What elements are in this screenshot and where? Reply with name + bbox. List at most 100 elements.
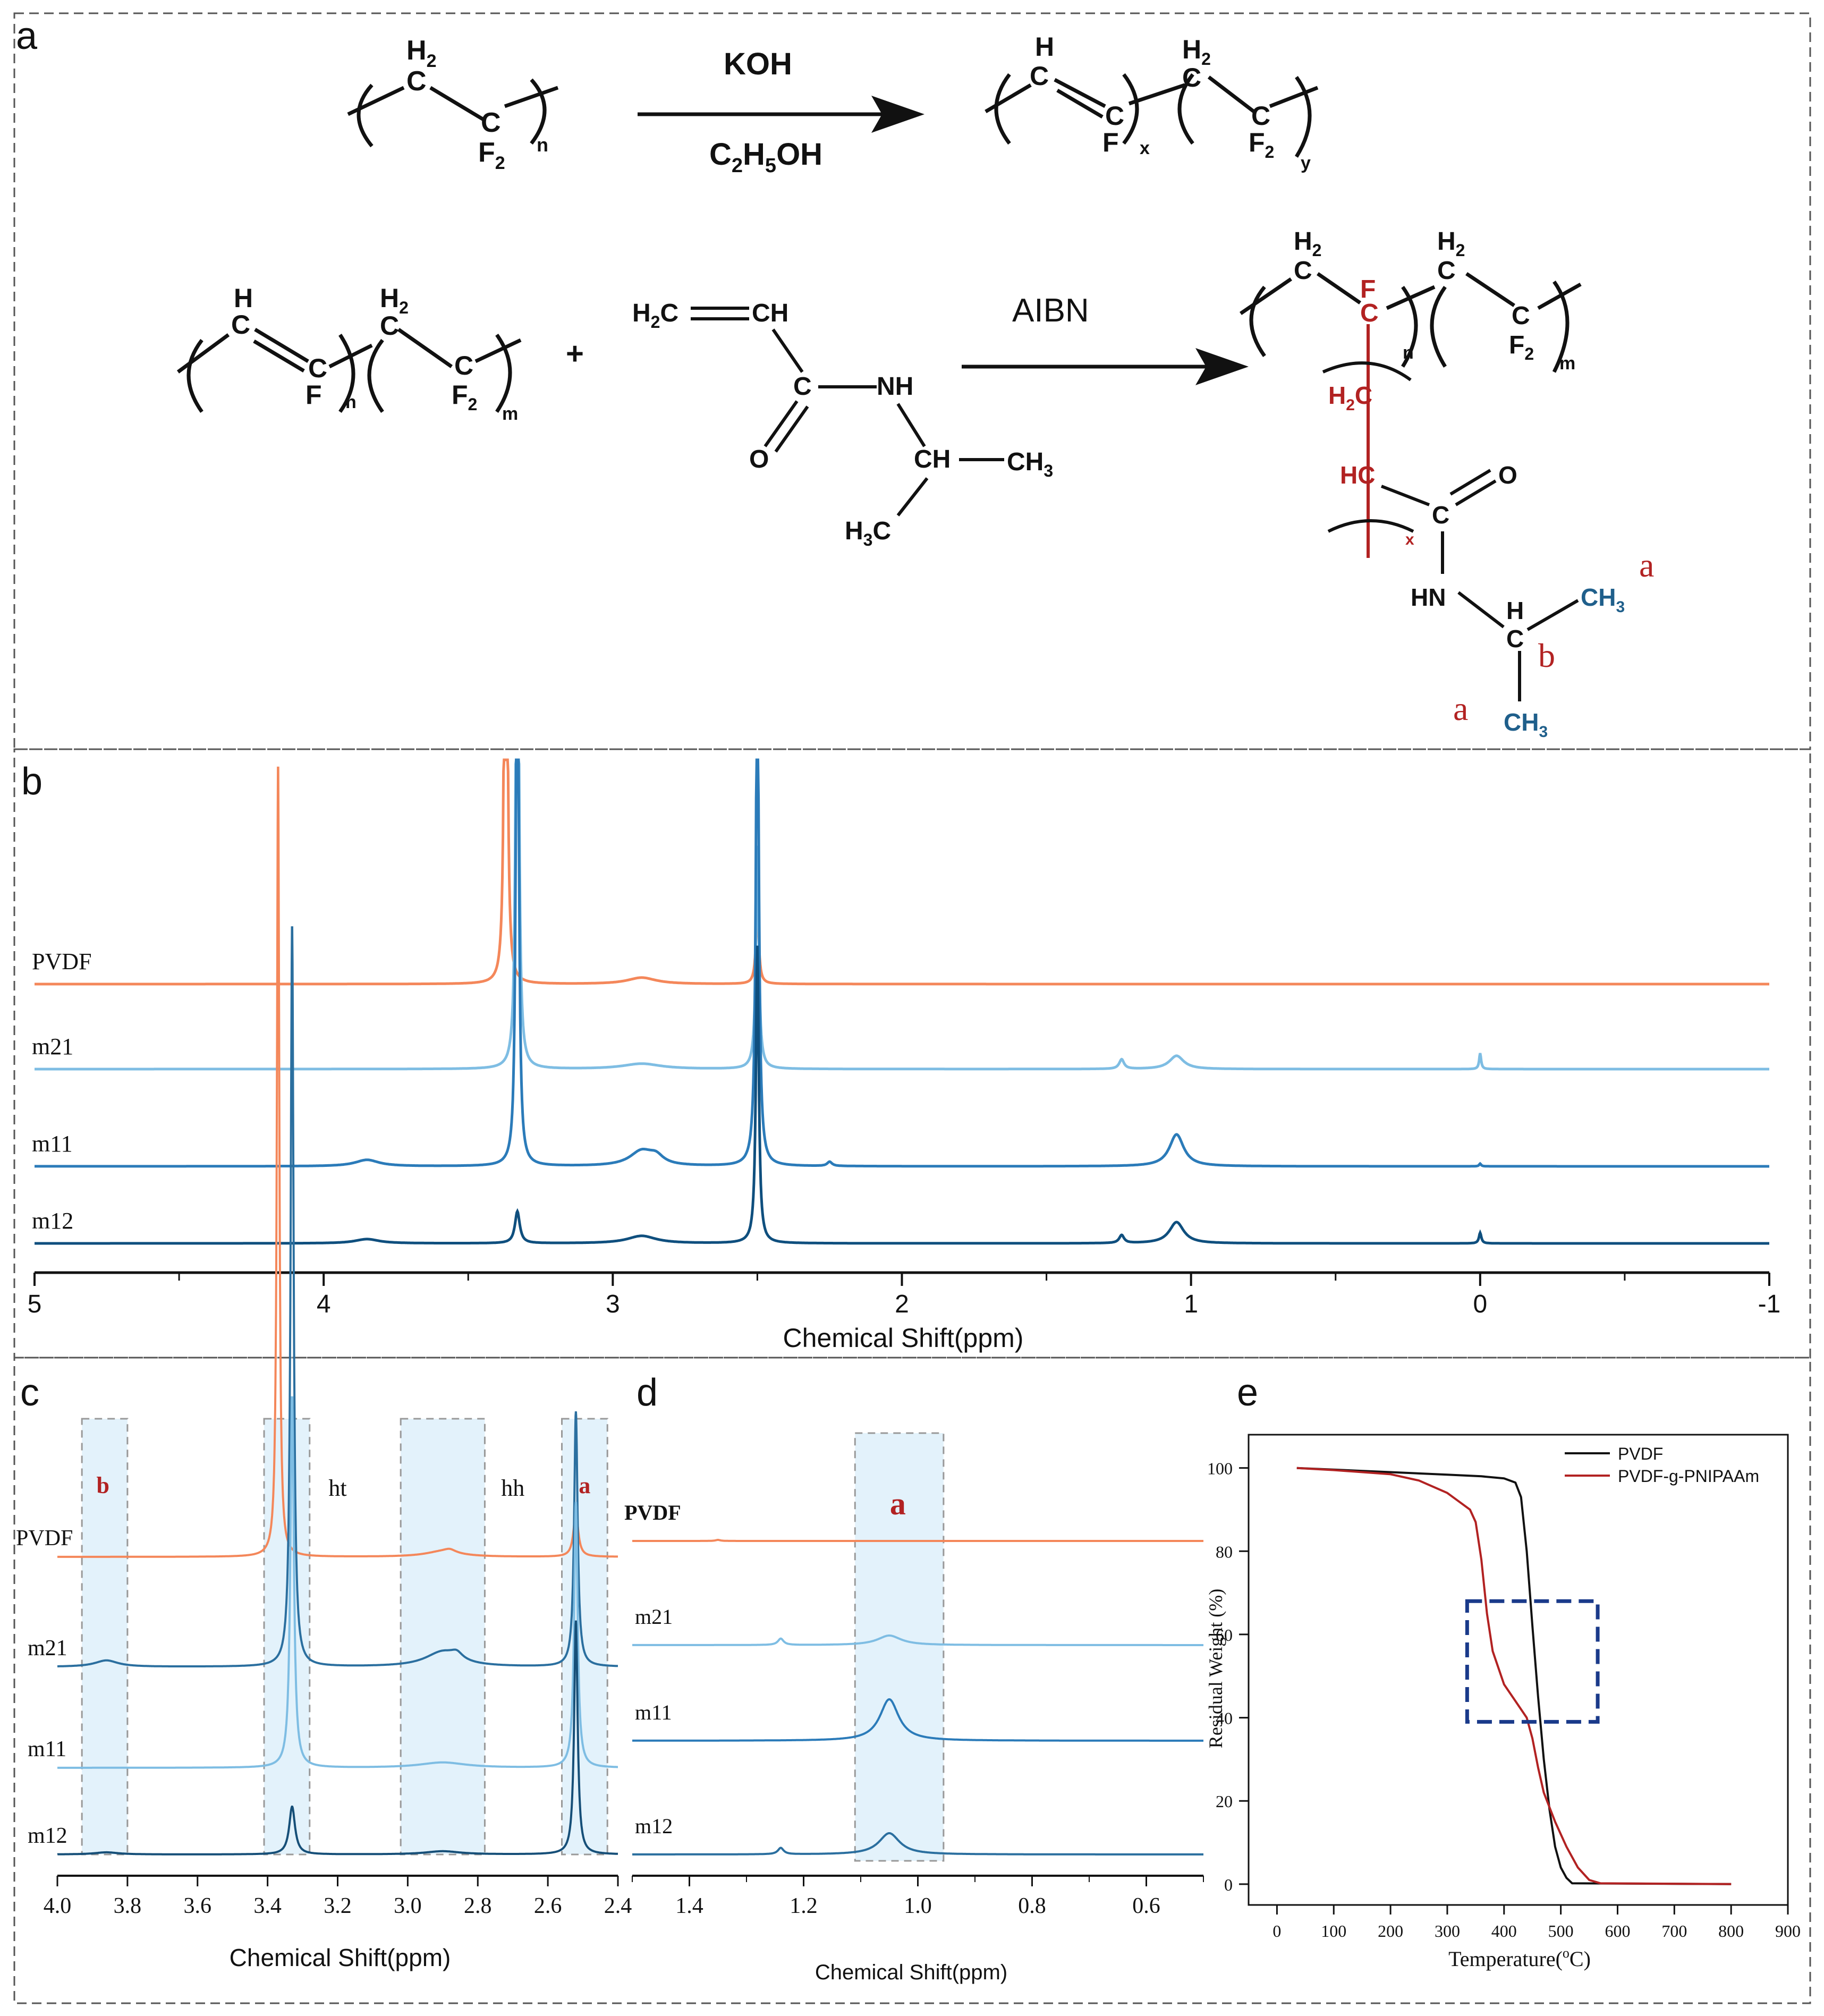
panel-letter-e: e	[1237, 1371, 1258, 1414]
svg-text:H3C: H3C	[845, 517, 891, 549]
panel-c-highlight-band	[400, 1418, 486, 1856]
pvdf-reactant: H2 C C F2 n	[347, 35, 559, 173]
reaction-scheme: H2 C C F2 n KOH C2H5OH H C C	[176, 32, 1654, 741]
panel-c-tick-label: 3.8	[114, 1894, 142, 1918]
panel-b-trace-m21	[35, 758, 1769, 1071]
svg-text:F: F	[1360, 275, 1376, 303]
svg-text:C: C	[1251, 101, 1270, 131]
panel-d-trace-m12	[632, 1832, 1203, 1856]
svg-text:C: C	[1294, 257, 1312, 285]
panel-b-trace-label: PVDF	[32, 948, 92, 975]
svg-text:H2: H2	[380, 283, 409, 317]
svg-text:C: C	[1030, 61, 1049, 91]
dehydrofluorinated-pvdf-product: H C C F x H2 C C F2 y	[985, 32, 1319, 173]
svg-text:C: C	[1182, 63, 1201, 92]
svg-text:C: C	[1105, 101, 1124, 131]
panel-c-highlight-band	[263, 1418, 311, 1856]
tga-x-tick-label: 500	[1548, 1921, 1574, 1941]
panel-c-highlight-band	[81, 1418, 129, 1856]
svg-text:H: H	[234, 283, 253, 313]
panel-e-tga-chart: 0 100 200 300 400 500 600 700 800 900 0 20 40 60 80 100…	[1205, 1434, 1801, 1971]
panel-d-tick-label: 0.6	[1132, 1894, 1160, 1918]
tga-y-tick-label: 60	[1216, 1625, 1233, 1645]
svg-text:y: y	[1301, 153, 1311, 173]
svg-text:H2: H2	[1294, 227, 1321, 260]
panel-c-tick-label: 3.6	[184, 1894, 212, 1918]
svg-text:NH: NH	[877, 372, 913, 401]
panel-b-tick-label: 4	[317, 1290, 331, 1318]
panel-c-label-hh: hh	[501, 1475, 524, 1501]
svg-text:C: C	[380, 311, 399, 341]
svg-text:C: C	[481, 107, 501, 138]
panel-c-trace-m11	[57, 1396, 618, 1769]
svg-text:H: H	[1035, 32, 1054, 62]
panel-b-trace-label: m11	[32, 1131, 73, 1157]
svg-text:H2: H2	[1182, 35, 1211, 69]
panel-b-trace-PVDF	[35, 758, 1769, 986]
panel-b-tick-label: 1	[1184, 1290, 1198, 1318]
tga-x-tick-label: 700	[1661, 1921, 1687, 1941]
tga-legend-label: PVDF-g-PNIPAAm	[1618, 1467, 1759, 1486]
panel-d-tick-label: 1.2	[790, 1894, 818, 1918]
svg-text:x: x	[1140, 138, 1150, 158]
svg-text:CH: CH	[752, 299, 788, 327]
panel-c-trace-PVDF	[57, 766, 618, 1558]
svg-text:m: m	[1559, 353, 1575, 374]
tga-x-tick-label: 900	[1775, 1921, 1801, 1941]
tga-y-tick-label: 100	[1207, 1459, 1233, 1478]
tga-x-tick-label: 300	[1435, 1921, 1460, 1941]
svg-text:C2H5OH: C2H5OH	[709, 137, 822, 177]
panel-letters: a b c d e	[16, 15, 1258, 1414]
svg-text:C: C	[1506, 625, 1524, 653]
svg-text:H2C: H2C	[1328, 382, 1372, 414]
svg-text:O: O	[1498, 461, 1517, 489]
panel-c-trace-label: m11	[28, 1737, 66, 1761]
panel-letter-b: b	[21, 760, 43, 803]
panel-c-tick-label: 2.4	[604, 1894, 632, 1918]
reaction-arrow-2: AIBN	[962, 292, 1249, 385]
panel-c-tick-label: 4.0	[44, 1894, 72, 1918]
svg-text:a: a	[1453, 690, 1468, 727]
svg-text:C: C	[1432, 501, 1449, 529]
svg-text:b: b	[1538, 637, 1555, 674]
svg-text:AIBN: AIBN	[1012, 292, 1089, 329]
svg-text:n: n	[537, 134, 548, 156]
panel-d-highlight-band	[854, 1432, 945, 1862]
reaction-arrow-1: KOH C2H5OH	[638, 47, 924, 177]
panel-b-trace-m12	[35, 945, 1769, 1245]
svg-text:F2: F2	[478, 137, 505, 173]
svg-text:CH3: CH3	[1581, 583, 1625, 616]
nipaam-monomer: H2C CH C NH O CH CH3 H3C	[632, 299, 1053, 549]
panel-d-tick-label: 0.8	[1018, 1894, 1046, 1918]
svg-text:F: F	[306, 380, 322, 410]
panel-letter-c: c	[20, 1371, 39, 1414]
tga-y-axis-label: Residual Weight (%)	[1205, 1589, 1226, 1748]
svg-text:KOH: KOH	[724, 47, 792, 81]
tga-x-tick-label: 400	[1491, 1921, 1517, 1941]
panel-c-trace-label: m21	[28, 1636, 67, 1661]
panel-b-trace-m11	[35, 758, 1769, 1168]
svg-text:C: C	[1437, 257, 1456, 285]
panel-b-tick-label: -1	[1758, 1290, 1781, 1318]
panel-c-tick-label: 3.2	[324, 1894, 352, 1918]
tga-x-tick-label: 100	[1321, 1921, 1346, 1941]
svg-text:HN: HN	[1411, 583, 1446, 611]
tga-x-tick-label: 0	[1272, 1921, 1281, 1941]
svg-text:C: C	[406, 66, 427, 97]
panel-c-trace-label: m12	[28, 1824, 67, 1848]
panel-b-trace-label: m21	[32, 1034, 73, 1060]
panel-letter-d: d	[637, 1371, 658, 1414]
tga-x-axis-label: Temperature(oC)	[1448, 1945, 1591, 1971]
panel-letter-a: a	[16, 15, 38, 57]
svg-text:C: C	[1512, 302, 1530, 330]
tga-y-tick-label: 20	[1216, 1792, 1233, 1811]
panel-frames	[13, 12, 1811, 2004]
tga-x-tick-label: 600	[1605, 1921, 1630, 1941]
panel-c-trace-label: PVDF	[16, 1526, 73, 1551]
tga-series-line	[1296, 1467, 1732, 1885]
tga-plot-frame	[1248, 1434, 1789, 1906]
tga-y-tick-label: 40	[1216, 1709, 1233, 1728]
panel-c-trace-m21	[57, 926, 618, 1667]
svg-text:C: C	[1360, 299, 1379, 327]
